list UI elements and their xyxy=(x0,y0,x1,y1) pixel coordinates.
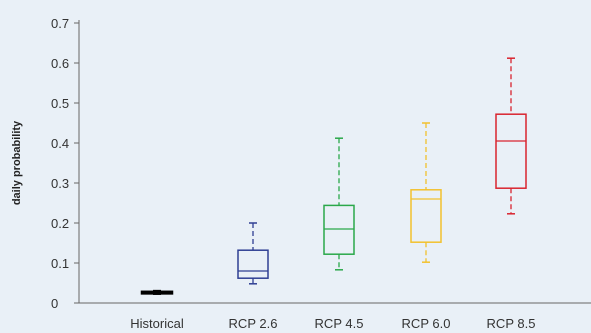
y-tick-label: 0.3 xyxy=(51,176,69,191)
y-tick-label: 0.5 xyxy=(51,96,69,111)
interquartile-box xyxy=(323,204,355,255)
interquartile-box xyxy=(410,189,442,243)
box-historical xyxy=(140,289,174,295)
y-axis-title: daily probability xyxy=(11,120,23,205)
y-tick-label: 0 xyxy=(51,296,58,311)
x-tick-label: RCP 6.0 xyxy=(402,316,451,331)
interquartile-box xyxy=(495,113,527,189)
interquartile-box xyxy=(237,249,269,279)
x-tick-label: Historical xyxy=(130,316,184,331)
y-tick-label: 0.1 xyxy=(51,256,69,271)
box-plot-series xyxy=(140,57,527,295)
y-axis-ticks: 0 0.1 0.2 0.3 0.4 0.5 0.6 0.7 xyxy=(51,16,79,311)
x-tick-label: RCP 2.6 xyxy=(229,316,278,331)
box-rcp-8-5 xyxy=(495,57,527,215)
box-rcp-6-0 xyxy=(410,122,442,263)
x-tick-label: RCP 4.5 xyxy=(315,316,364,331)
x-tick-label: RCP 8.5 xyxy=(487,316,536,331)
y-tick-label: 0.2 xyxy=(51,216,69,231)
y-tick-label: 0.6 xyxy=(51,56,69,71)
box-rcp-2-6 xyxy=(237,222,269,285)
x-axis-labels: Historical RCP 2.6 RCP 4.5 RCP 6.0 RCP 8.5 xyxy=(130,316,535,331)
y-tick-label: 0.7 xyxy=(51,16,69,31)
box-rcp-4-5 xyxy=(323,137,355,271)
y-tick-label: 0.4 xyxy=(51,136,69,151)
